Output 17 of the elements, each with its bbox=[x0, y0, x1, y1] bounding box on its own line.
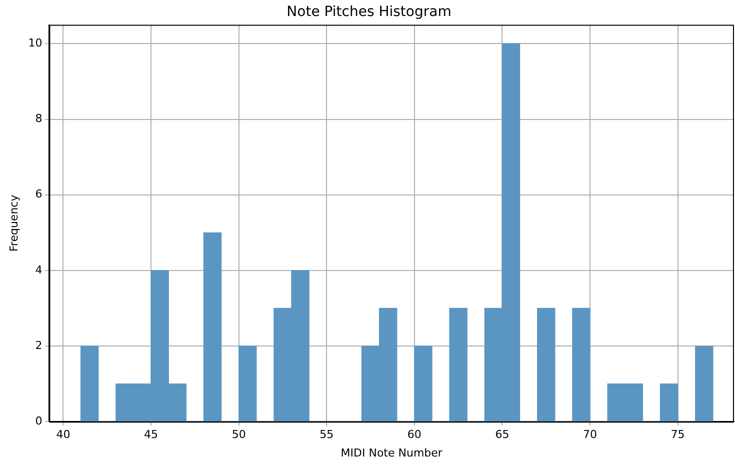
y-tick-label: 2 bbox=[35, 338, 42, 352]
x-tick-label: 65 bbox=[495, 428, 510, 442]
x-tick-label: 55 bbox=[320, 428, 334, 442]
x-tick-label: 70 bbox=[583, 428, 598, 442]
y-tick-label: 0 bbox=[35, 414, 42, 428]
x-tick-label: 40 bbox=[56, 428, 70, 442]
x-axis-title: MIDI Note Number bbox=[340, 446, 443, 460]
y-tick-label: 8 bbox=[35, 112, 42, 126]
y-tick-label: 4 bbox=[35, 263, 42, 276]
x-tick-label: 75 bbox=[670, 428, 685, 442]
y-tick-label: 6 bbox=[35, 188, 42, 201]
x-tick-label: 60 bbox=[407, 428, 422, 442]
chart-title: Note Pitches Histogram bbox=[286, 4, 452, 20]
y-tick-label: 10 bbox=[28, 36, 42, 50]
x-tick-label: 50 bbox=[232, 428, 246, 442]
y-axis-title: Frequency bbox=[7, 194, 20, 252]
x-tick-label: 45 bbox=[144, 428, 158, 442]
